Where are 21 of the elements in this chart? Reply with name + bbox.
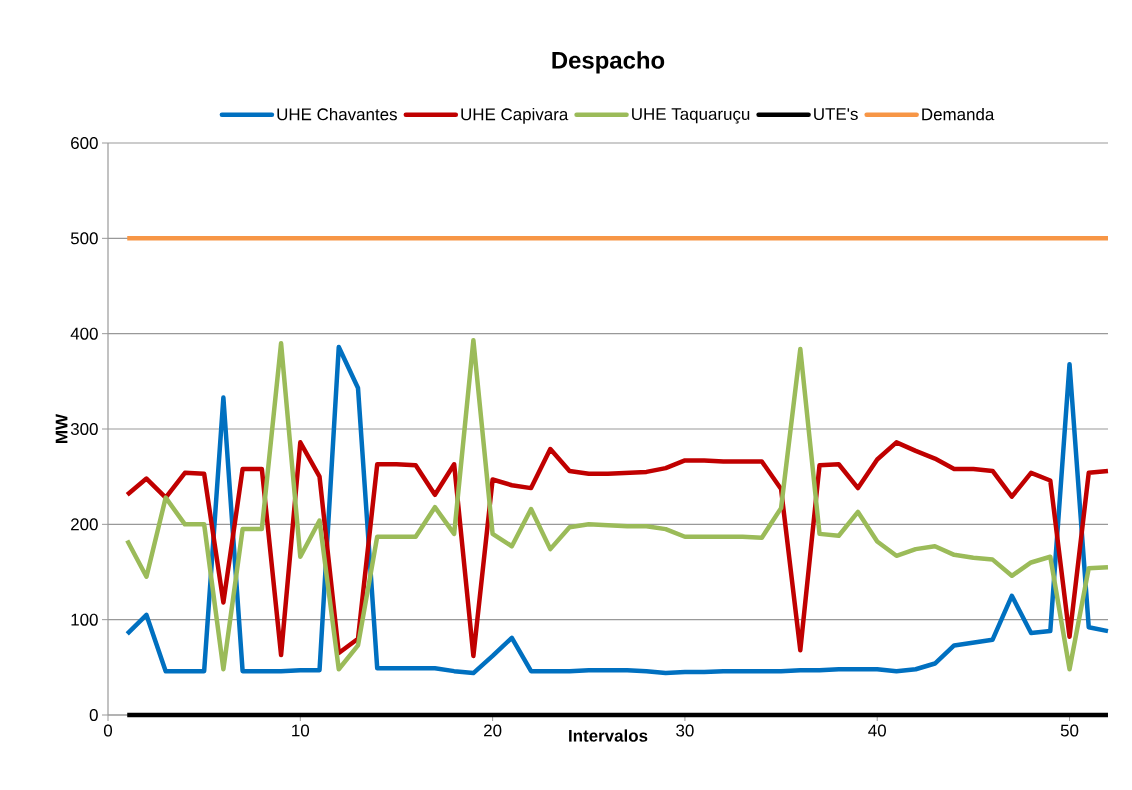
y-tick-label: 300 [70, 423, 98, 435]
y-tick-label: 100 [71, 613, 98, 626]
legend-label: UHE Capivara [461, 107, 569, 124]
y-tick-label: 200 [71, 518, 98, 531]
x-tick-label: 0 [103, 724, 113, 737]
legend-label: UHE Taquaruçu [632, 108, 750, 124]
y-tick-label: 500 [70, 232, 98, 245]
legend-label: Demanda [922, 107, 995, 121]
x-tick-label: 30 [676, 724, 694, 737]
x-tick-label: 50 [1060, 724, 1079, 737]
y-tick-label: 600 [71, 137, 98, 149]
y-tick-label: 0 [89, 709, 98, 721]
x-axis-title: Intervalos [569, 729, 648, 742]
legend-label: UHE Chavantes [277, 107, 397, 121]
chart-title: Despacho [552, 51, 665, 74]
x-tick-label: 10 [292, 724, 310, 737]
x-tick-label: 40 [868, 724, 886, 737]
y-tick-label: 400 [70, 327, 98, 340]
legend-label: UTE's [814, 108, 858, 121]
x-tick-label: 20 [484, 724, 502, 737]
y-axis-title: MW [55, 413, 68, 443]
